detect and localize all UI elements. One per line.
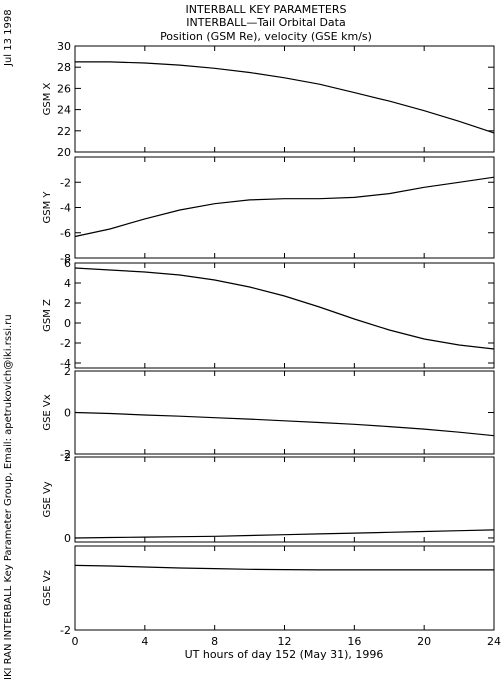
- panel-frame: [74, 262, 495, 369]
- x-tick-label: 16: [347, 635, 361, 648]
- y-axis-label-gse-vz: GSE Vz: [42, 570, 53, 606]
- y-tick-label: -4: [60, 202, 71, 215]
- y-axis-label-gse-vx: GSE Vx: [42, 394, 53, 430]
- panel-gse-vy: 0 2 GSE Vy: [42, 451, 495, 545]
- x-axis-label: UT hours of day 152 (May 31), 1996: [185, 648, 384, 661]
- series-line-gsm-y: [74, 176, 495, 238]
- x-tick-label: 8: [211, 635, 218, 648]
- series-line-gsm-x: [75, 61, 495, 134]
- y-axis-label-gsm-y: GSM Y: [42, 191, 53, 224]
- y-tick-label: -2: [60, 448, 71, 461]
- y-tick-label: -4: [60, 357, 71, 370]
- panel-frame: [74, 45, 495, 153]
- title-line-1: INTERBALL KEY PARAMETERS: [186, 3, 347, 16]
- x-axis: 0 4 8 12 16 20 24: [72, 635, 502, 648]
- y-tick-label: 20: [57, 146, 71, 159]
- panel-frame: [74, 456, 495, 543]
- y-tick-label: 22: [57, 125, 71, 138]
- series-line-gsm-z: [74, 267, 495, 350]
- y-tick-label: -2: [60, 176, 71, 189]
- x-tick-label: 4: [141, 635, 148, 648]
- y-tick-label: 28: [57, 61, 71, 74]
- y-axis-label-gsm-x: GSM X: [42, 82, 53, 115]
- x-tick-label: 24: [487, 635, 501, 648]
- series-line-gse-vx: [74, 411, 495, 437]
- y-tick-label: 26: [57, 82, 71, 95]
- y-axis-label-gsm-z: GSM Z: [42, 299, 53, 332]
- side-date: Jul 13 1998: [3, 9, 14, 67]
- panel-gsm-z: -4 -2 0 2 4 6 GSM Z: [42, 257, 495, 370]
- y-tick-label: 0: [64, 532, 71, 545]
- panel-gse-vz: -2 GSE Vz: [42, 545, 495, 637]
- x-tick-label: 12: [278, 635, 292, 648]
- panel-gsm-y: -8 -6 -4 -2 GSM Y: [42, 156, 495, 265]
- panel-frame: [74, 156, 495, 259]
- title-line-2: INTERBALL—Tail Orbital Data: [186, 16, 345, 29]
- y-tick-label: 0: [64, 317, 71, 330]
- y-tick-label: 2: [64, 451, 71, 464]
- side-credit: IKI RAN INTERBALL Key Parameter Group, E…: [3, 314, 14, 680]
- y-tick-label: 2: [64, 365, 71, 378]
- x-tick-label: 0: [72, 635, 79, 648]
- series-line-gse-vz: [74, 564, 494, 571]
- panel-frame: [74, 545, 495, 631]
- series-line-gse-vy: [74, 529, 495, 539]
- y-tick-label: 6: [64, 257, 71, 270]
- panel-gse-vx: -2 0 2 GSE Vx: [42, 365, 495, 461]
- panel-gsm-x: 20 22 24 26 28 30 GSM X: [42, 40, 495, 159]
- y-tick-label: 0: [64, 407, 71, 420]
- panel-frame: [74, 370, 495, 455]
- y-tick-label: -8: [60, 252, 71, 265]
- y-tick-label: -2: [60, 337, 71, 350]
- y-tick-label: -2: [60, 624, 71, 637]
- y-axis-label-gse-vy: GSE Vy: [42, 481, 53, 517]
- y-tick-label: 2: [64, 297, 71, 310]
- y-tick-label: 4: [64, 277, 71, 290]
- title-line-3: Position (GSM Re), velocity (GSE km/s): [160, 30, 372, 43]
- x-tick-label: 20: [417, 635, 431, 648]
- y-tick-label: 30: [57, 40, 71, 53]
- y-tick-label: 24: [57, 104, 71, 117]
- y-tick-label: -6: [60, 227, 71, 240]
